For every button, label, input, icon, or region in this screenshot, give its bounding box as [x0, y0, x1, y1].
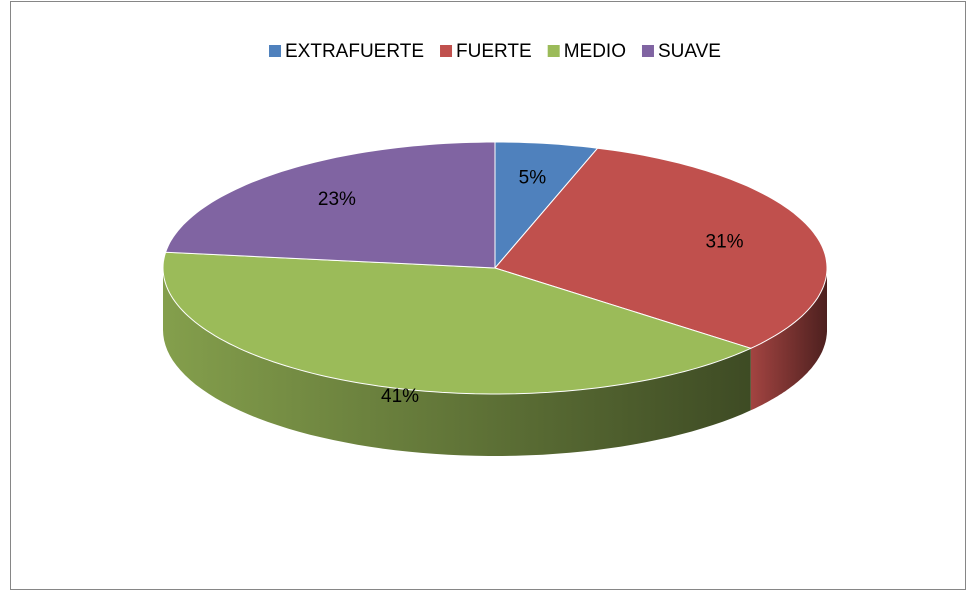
slice-side	[163, 268, 751, 456]
slice	[164, 141, 496, 269]
legend-label: MEDIO	[564, 41, 626, 62]
data-label: 31%	[706, 232, 744, 253]
legend-label: FUERTE	[456, 41, 532, 62]
pie: 5% 31% 41% 23%	[162, 141, 828, 456]
data-label: 23%	[318, 189, 356, 210]
data-label: 41%	[381, 386, 419, 407]
slice	[494, 147, 828, 349]
slice	[494, 141, 599, 270]
legend-swatch	[547, 45, 560, 57]
legend-swatch	[269, 45, 282, 57]
legend-label: EXTRAFUERTE	[285, 41, 424, 62]
data-label: 5%	[519, 167, 547, 188]
legend-swatch	[641, 45, 654, 57]
legend-swatch	[440, 45, 453, 57]
legend: EXTRAFUERTE FUERTE MEDIO SUAVE	[269, 41, 721, 62]
slice	[162, 251, 753, 395]
legend-label: SUAVE	[658, 41, 721, 62]
slice-side	[750, 268, 827, 411]
